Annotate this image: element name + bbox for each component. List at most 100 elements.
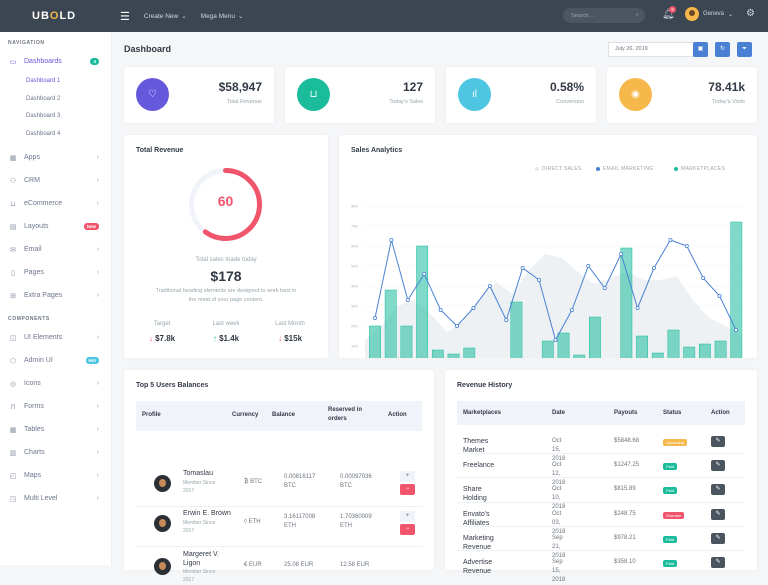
legend-email-marketing[interactable]: EMAIL MARKETING xyxy=(596,166,653,172)
create-new-menu[interactable]: Create New ⌄ xyxy=(144,12,187,21)
legend-direct-sales[interactable]: DIRECT SALES xyxy=(535,166,582,172)
email-marketing-point xyxy=(619,252,624,257)
add-button[interactable]: + xyxy=(400,471,415,482)
sales-analytics-card: Sales Analytics DIRECT SALES EMAIL MARKE… xyxy=(339,135,757,358)
email-marketing-point xyxy=(602,285,607,290)
payout-value: $248.75 xyxy=(614,510,636,517)
chevron-right-icon: › xyxy=(96,154,99,161)
sidebar-item-multi-level[interactable]: ◳ Multi Level › xyxy=(0,487,111,510)
map-icon: ◰ xyxy=(9,472,17,480)
calendar-button[interactable]: ▣ xyxy=(693,42,708,57)
marketplace-name: Envato's Affiliates xyxy=(463,510,490,527)
target-label: Target xyxy=(153,321,171,327)
badge: 4 xyxy=(90,58,99,65)
edit-button[interactable]: ✎ xyxy=(711,557,725,568)
remove-button[interactable]: − xyxy=(400,524,415,535)
email-marketing-point xyxy=(733,327,738,332)
status-badge: Overdue xyxy=(663,511,685,519)
row-divider xyxy=(457,477,745,479)
users-icon: ⚇ xyxy=(9,177,17,185)
email-marketing-point xyxy=(455,323,460,328)
sidebar-item-apps[interactable]: ▦ Apps › xyxy=(0,146,111,169)
pencil-icon: ✎ xyxy=(715,534,721,541)
stat-label: Today's Sales xyxy=(389,99,423,105)
add-button[interactable]: + xyxy=(400,511,415,522)
monitor-icon: ▭ xyxy=(9,58,17,66)
email-marketing-point xyxy=(668,238,673,243)
sidebar-item-crm[interactable]: ⚇ CRM › xyxy=(0,169,111,192)
balance-value: 0.00816117 BTC xyxy=(284,474,316,489)
nav-section-title: NAVIGATION xyxy=(8,40,45,46)
sidebar-item-tables[interactable]: ▦ Tables › xyxy=(0,418,111,441)
column-header-profile: Profile xyxy=(142,412,161,418)
date-value: Sep 21, 2018 xyxy=(552,534,566,559)
revenue-note: Traditional heading elements are designe… xyxy=(155,288,297,303)
date-value: Sep 15, 2018 xyxy=(552,559,566,583)
payout-value: $815.89 xyxy=(614,486,636,493)
mega-menu[interactable]: Mega Menu ⌄ xyxy=(201,12,244,21)
bar-marketplaces xyxy=(431,349,444,358)
date-value: Oct 03, 2018 xyxy=(552,510,566,535)
total-revenue-card: Total Revenue 60 Total sales made today … xyxy=(124,135,328,358)
bell-icon[interactable]: 🔔︎ xyxy=(662,9,675,20)
email-marketing-point xyxy=(389,238,394,243)
gear-icon[interactable]: ⚙ xyxy=(746,8,755,19)
column-header-status: Status xyxy=(663,410,682,416)
sidebar-item-extra-pages[interactable]: ⊞ Extra Pages › xyxy=(0,284,111,307)
date-picker-input[interactable]: July 26, 2019 xyxy=(608,42,697,57)
sidebar-item-dashboards[interactable]: ▭ Dashboards 4 xyxy=(0,50,111,73)
sidebar-item-charts[interactable]: ▥ Charts › xyxy=(0,441,111,464)
y-tick-label: 500 xyxy=(351,264,358,269)
direct-sales-area xyxy=(365,254,742,358)
card-title: Total Revenue xyxy=(136,147,184,154)
legend-marketplaces[interactable]: MARKETPLACES xyxy=(674,166,725,172)
reserved-value: 12.58 EUR xyxy=(340,562,370,568)
sidebar-subitem-dashboard-1[interactable]: Dashboard 1 xyxy=(26,78,61,84)
sidebar-item-label: Email xyxy=(24,246,42,253)
sidebar-subitem-dashboard-3[interactable]: Dashboard 3 xyxy=(26,113,61,119)
plus-icon: + xyxy=(405,473,410,479)
sidebar-item-icons[interactable]: ◎ Icons › xyxy=(0,372,111,395)
balance-value: 3.16117008 ETH xyxy=(284,514,316,529)
pencil-icon: ✎ xyxy=(715,559,721,565)
column-header-currency: Currency xyxy=(232,412,259,418)
hamburger-icon[interactable]: ☰ xyxy=(120,10,130,23)
sidebar-item-ecommerce[interactable]: ⊔ eCommerce › xyxy=(0,192,111,215)
edit-button[interactable]: ✎ xyxy=(711,436,725,447)
grid-icon: ▦ xyxy=(9,154,17,162)
bar-marketplaces xyxy=(636,335,648,358)
sidebar-item-layouts[interactable]: ▤ Layouts New xyxy=(0,215,111,238)
email-marketing-point xyxy=(504,317,509,322)
sidebar-item-maps[interactable]: ◰ Maps › xyxy=(0,464,111,487)
user-avatar xyxy=(154,475,171,492)
sidebar-item-label: Tables xyxy=(24,426,45,433)
made-today-value: $178 xyxy=(210,268,242,284)
sidebar-item-forms[interactable]: ⊓ Forms › xyxy=(0,395,111,418)
sidebar-item-admin-ui[interactable]: ⬡ Admin UI Hot xyxy=(0,349,111,372)
bar-marketplaces xyxy=(651,352,664,358)
logo[interactable]: UB O LD xyxy=(0,0,112,32)
remove-button[interactable]: − xyxy=(400,484,415,495)
sidebar-item-label: Extra Pages xyxy=(24,292,63,299)
user-menu[interactable]: Geneva ⌄ xyxy=(685,7,733,21)
search-icon[interactable]: ⌕ xyxy=(635,12,639,18)
user-name: Erwin E. Brown xyxy=(183,510,231,517)
sidebar-subitem-dashboard-2[interactable]: Dashboard 2 xyxy=(26,95,61,102)
sidebar-item-email[interactable]: ✉ Email › xyxy=(0,238,111,261)
email-marketing-point xyxy=(569,307,574,312)
edit-button[interactable]: ✎ xyxy=(711,508,725,520)
sidebar-item-ui-elements[interactable]: ◫ UI Elements › xyxy=(0,326,111,349)
sidebar-item-label: CRM xyxy=(24,177,40,184)
edit-button[interactable]: ✎ xyxy=(711,460,725,472)
sidebar-item-label: Maps xyxy=(24,472,42,479)
refresh-button[interactable]: ↻ xyxy=(715,42,730,57)
search-input[interactable]: Search... ⌕ xyxy=(563,8,645,23)
edit-button[interactable]: ✎ xyxy=(711,532,725,544)
sidebar-subitem-dashboard-4[interactable]: Dashboard 4 xyxy=(26,130,61,137)
sidebar-item-pages[interactable]: ▯ Pages › xyxy=(0,261,111,284)
date-value: Oct 12, 2018 xyxy=(552,462,566,487)
status-badge: Paid xyxy=(663,487,678,495)
filter-button[interactable]: ⏷ xyxy=(737,42,752,57)
edit-button[interactable]: ✎ xyxy=(711,484,725,496)
bar-marketplaces xyxy=(416,245,429,358)
